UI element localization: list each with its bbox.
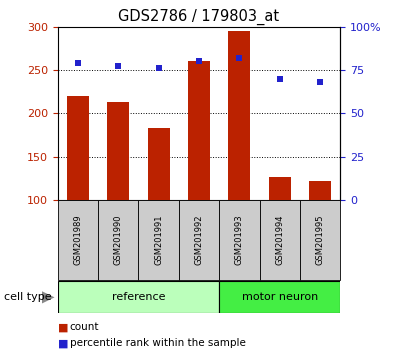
Point	[196, 58, 202, 64]
FancyBboxPatch shape	[219, 200, 259, 280]
Bar	[309, 181, 331, 200]
Text: GSM201992: GSM201992	[195, 215, 203, 265]
Text: GSM201989: GSM201989	[73, 215, 82, 265]
Text: ■: ■	[58, 338, 68, 348]
Text: GSM201994: GSM201994	[275, 215, 284, 265]
Bar	[228, 31, 250, 200]
Point	[277, 76, 283, 81]
Bar	[107, 102, 129, 200]
FancyBboxPatch shape	[58, 281, 219, 313]
Bar	[148, 128, 170, 200]
FancyBboxPatch shape	[58, 200, 98, 280]
Polygon shape	[42, 291, 55, 303]
FancyBboxPatch shape	[259, 200, 300, 280]
FancyBboxPatch shape	[219, 281, 340, 313]
Text: motor neuron: motor neuron	[242, 292, 318, 302]
FancyBboxPatch shape	[139, 200, 179, 280]
FancyBboxPatch shape	[300, 200, 340, 280]
Point	[317, 79, 323, 85]
FancyBboxPatch shape	[98, 200, 139, 280]
Text: reference: reference	[112, 292, 165, 302]
Text: GDS2786 / 179803_at: GDS2786 / 179803_at	[119, 9, 279, 25]
Text: GSM201990: GSM201990	[114, 215, 123, 265]
Point	[115, 64, 121, 69]
FancyBboxPatch shape	[179, 200, 219, 280]
Text: ■: ■	[58, 322, 68, 332]
Point	[236, 55, 242, 61]
Text: cell type: cell type	[4, 292, 52, 302]
Text: GSM201995: GSM201995	[316, 215, 325, 265]
Point	[156, 65, 162, 71]
Bar	[269, 177, 291, 200]
Text: count: count	[70, 322, 99, 332]
Text: GSM201991: GSM201991	[154, 215, 163, 265]
Bar	[67, 96, 89, 200]
Bar	[188, 61, 210, 200]
Point	[75, 60, 81, 66]
Text: percentile rank within the sample: percentile rank within the sample	[70, 338, 246, 348]
Text: GSM201993: GSM201993	[235, 215, 244, 265]
